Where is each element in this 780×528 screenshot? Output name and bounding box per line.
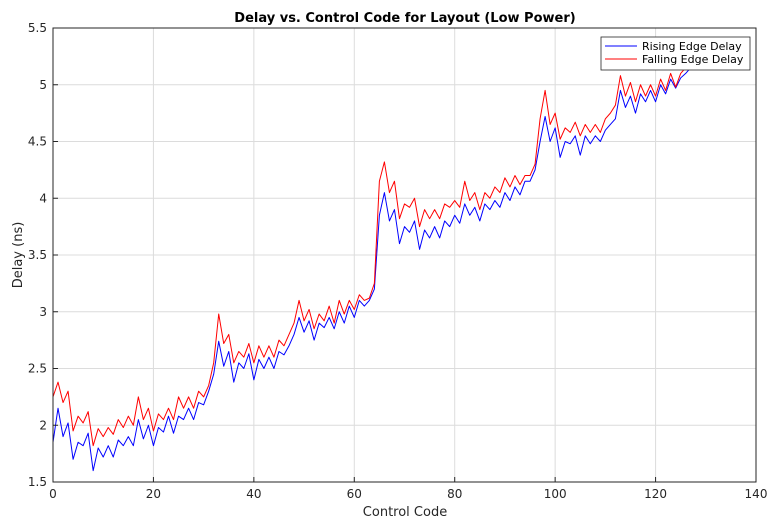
ticks: 0 20 40 60 80 100 120 140 1.5 2 2.5 3 3.5 4 4.5 5 5.5	[28, 21, 768, 501]
x-tick-label: 100	[544, 487, 567, 501]
legend-box	[600, 36, 751, 71]
y-axis-label: Delay (ns)	[11, 222, 26, 289]
x-tick-label: 20	[146, 487, 161, 501]
y-tick-label: 1.5	[28, 475, 47, 489]
y-tick-label: 4.5	[28, 135, 47, 149]
chart-title: Delay vs. Control Code for Layout (Low P…	[234, 11, 575, 26]
x-tick-label: 60	[347, 487, 362, 501]
y-tick-label: 3.5	[28, 248, 47, 262]
series-line-falling	[52, 61, 692, 447]
legend-label: Rising Edge Delay	[642, 40, 742, 53]
x-tick-label: 80	[447, 487, 462, 501]
series-line-rising	[52, 67, 692, 472]
legend-label: Falling Edge Delay	[642, 53, 744, 66]
x-tick-label: 120	[644, 487, 667, 501]
y-tick-label: 3	[39, 305, 47, 319]
y-tick-label: 4	[39, 191, 47, 205]
x-axis-label: Control Code	[363, 505, 447, 520]
x-tick-label: 40	[246, 487, 261, 501]
x-tick-label: 140	[745, 487, 768, 501]
x-tick-label: 0	[49, 487, 57, 501]
series-layer	[52, 61, 692, 472]
y-tick-label: 2	[39, 418, 47, 432]
y-tick-label: 2.5	[28, 362, 47, 376]
y-tick-label: 5	[39, 78, 47, 92]
y-tick-label: 5.5	[28, 21, 47, 35]
